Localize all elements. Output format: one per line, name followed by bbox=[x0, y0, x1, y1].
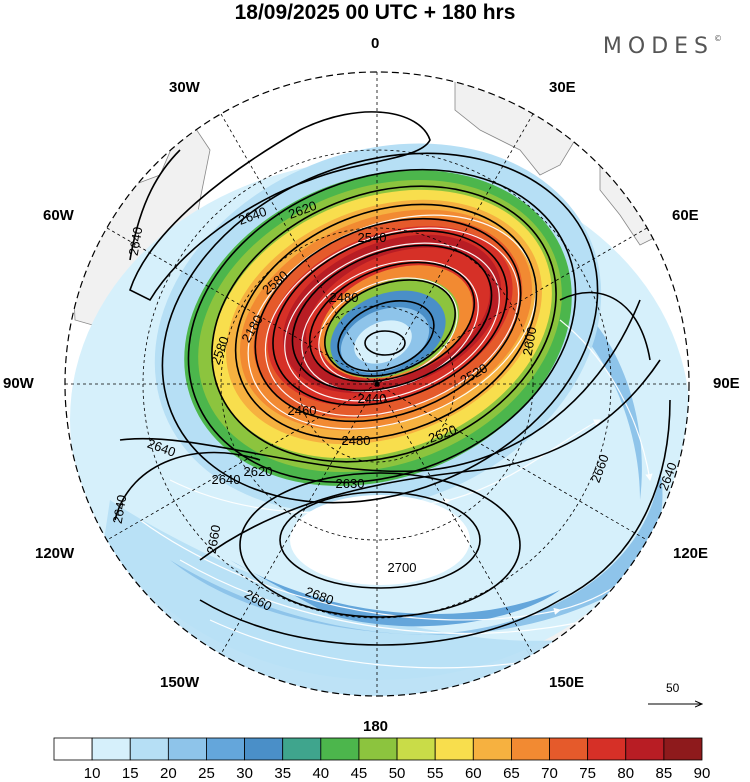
colorbar-tick-label: 25 bbox=[198, 765, 215, 782]
colorbar-tick-label: 60 bbox=[464, 765, 482, 782]
colorbar-tick-label: 80 bbox=[617, 765, 635, 782]
colorbar-swatch bbox=[167, 737, 207, 761]
colorbar-swatch bbox=[549, 737, 589, 761]
colorbar-swatch bbox=[91, 737, 131, 761]
colorbar-swatch bbox=[358, 737, 398, 761]
pole-marker bbox=[374, 381, 380, 387]
colorbar-swatch bbox=[244, 737, 284, 761]
lon-label-150e: 150E bbox=[549, 674, 585, 691]
map-border bbox=[64, 71, 690, 697]
colorbar-swatch bbox=[282, 737, 322, 761]
colorbar-swatch bbox=[53, 737, 93, 761]
lon-label-120w: 120W bbox=[35, 545, 75, 562]
lon-label-150w: 150W bbox=[160, 674, 200, 691]
colorbar-swatch bbox=[206, 737, 245, 761]
lon-label-30w: 30W bbox=[169, 79, 200, 96]
height-contours bbox=[114, 111, 671, 646]
colorbar-tick-label: 10 bbox=[83, 765, 101, 782]
lon-label-90e: 90E bbox=[713, 375, 740, 392]
colorbar-swatch bbox=[320, 737, 360, 761]
brand-logo: MODES© bbox=[602, 34, 722, 59]
colorbar-tick-label: 30 bbox=[236, 765, 253, 782]
colorbar-swatch bbox=[396, 737, 436, 761]
lon-label-30e: 30E bbox=[549, 79, 576, 96]
contour-label: 2540 bbox=[358, 230, 387, 245]
colorbar bbox=[53, 737, 703, 761]
contour-label: 2440 bbox=[358, 391, 387, 406]
colorbar-tick-label: 70 bbox=[541, 765, 558, 782]
wind-streamlines bbox=[139, 214, 689, 669]
lon-label-0: 0 bbox=[371, 35, 380, 52]
map-title: 18/09/2025 00 UTC + 180 hrs bbox=[234, 1, 516, 24]
lon-label-60e: 60E bbox=[672, 207, 699, 224]
colorbar-tick-label: 50 bbox=[388, 765, 406, 782]
colorbar-tick-label: 65 bbox=[503, 765, 520, 782]
colorbar-swatch bbox=[663, 737, 703, 761]
colorbar-tick-label: 20 bbox=[160, 765, 177, 782]
contour-label: 2640 bbox=[110, 494, 130, 525]
lon-label-60w: 60W bbox=[43, 207, 74, 224]
contour-label: 2480 bbox=[330, 290, 359, 305]
colorbar-tick-label: 15 bbox=[121, 765, 139, 782]
contour-label: 2620 bbox=[244, 464, 273, 479]
reference-vector-label: 50 bbox=[666, 681, 680, 695]
colorbar-swatch bbox=[129, 737, 169, 761]
contour-label: 2660 bbox=[204, 524, 224, 555]
contour-label: 2640 bbox=[126, 226, 146, 257]
colorbar-swatch bbox=[587, 737, 627, 761]
colorbar-tick-label: 40 bbox=[312, 765, 330, 782]
contour-label: 2480 bbox=[342, 433, 371, 448]
graticule bbox=[65, 72, 689, 696]
contour-label: 2600 bbox=[520, 326, 540, 357]
colorbar-tick-label: 90 bbox=[693, 765, 711, 782]
contour-label: 2700 bbox=[388, 560, 417, 575]
colorbar-tick-label: 45 bbox=[350, 765, 368, 782]
colorbar-tick-label: 75 bbox=[579, 765, 596, 782]
colorbar-tick-label: 35 bbox=[274, 765, 292, 782]
colorbar-tick-label: 85 bbox=[655, 765, 673, 782]
lon-label-90w: 90W bbox=[3, 375, 34, 392]
lon-label-120e: 120E bbox=[673, 545, 709, 562]
colorbar-swatch bbox=[472, 737, 512, 761]
colorbar-swatch bbox=[511, 737, 550, 761]
colorbar-swatch bbox=[625, 737, 665, 761]
colorbar-swatch bbox=[434, 737, 474, 761]
contour-label: 2460 bbox=[288, 403, 317, 418]
lon-label-180: 180 bbox=[363, 718, 389, 735]
contour-label: 2640 bbox=[212, 472, 241, 487]
colorbar-tick-label: 55 bbox=[426, 765, 444, 782]
contour-label: 2630 bbox=[336, 476, 365, 491]
